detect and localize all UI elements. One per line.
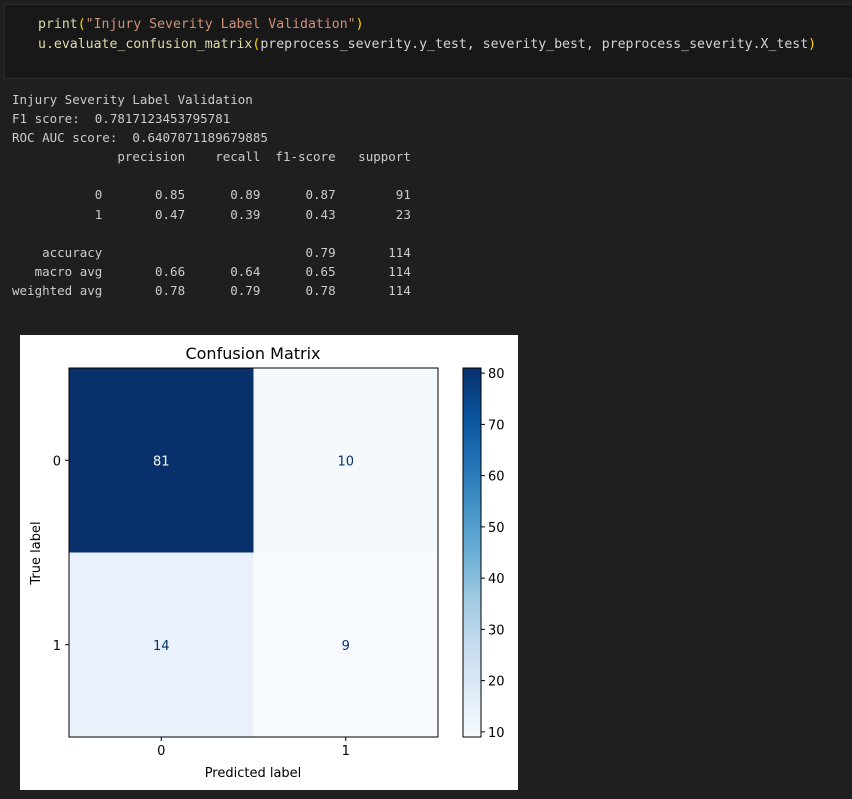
code-string: "Injury Severity Label Validation": [85, 17, 356, 32]
heatmap-cell-value: 9: [342, 639, 350, 654]
heatmap-cell-value: 81: [153, 454, 170, 469]
colorbar-tick-label: 40: [488, 572, 505, 587]
heatmap-cell-value: 10: [337, 454, 354, 469]
confusion-matrix-chart: Confusion Matrix 81 10 14 9 0 1 0 1 Predicted…: [29, 344, 505, 781]
y-tick-label: 1: [53, 639, 61, 654]
y-axis-label: True label: [29, 521, 44, 585]
heatmap-cell: [253, 368, 438, 553]
code-cell[interactable]: print("Injury Severity Label Validation"…: [4, 4, 852, 79]
code-paren: ): [808, 37, 817, 52]
x-tick-label: 1: [342, 744, 350, 759]
colorbar-tick-label: 80: [488, 367, 505, 382]
confusion-matrix-figure: Confusion Matrix 81 10 14 9 0 1 0 1 Predicted…: [20, 335, 518, 790]
code-line-1: print("Injury Severity Label Validation"…: [38, 17, 364, 33]
output-line: 1 0.47 0.39 0.43 23: [12, 206, 411, 222]
output-line: macro avg 0.66 0.64 0.65 114: [12, 263, 411, 279]
colorbar-tick-label: 30: [488, 623, 505, 638]
colorbar: [462, 367, 482, 738]
y-tick-label: 0: [53, 454, 61, 469]
x-tick-label: 0: [157, 744, 165, 759]
code-paren: (: [77, 17, 86, 32]
colorbar-tick-label: 10: [488, 726, 505, 741]
heatmap-cell: [253, 552, 438, 737]
code-print-fn: print: [38, 17, 78, 32]
code-line-2: u.evaluate_confusion_matrix(preprocess_s…: [38, 37, 816, 53]
heatmap-cell-value: 14: [153, 639, 170, 654]
code-paren: (: [252, 37, 261, 52]
heatmap-frame: [68, 367, 439, 738]
output-line: precision recall f1-score support: [12, 149, 411, 165]
code-call: u.evaluate_confusion_matrix: [38, 37, 253, 52]
code-paren: ): [355, 17, 364, 32]
x-axis-label: Predicted label: [205, 766, 302, 781]
colorbar-tick-label: 20: [488, 675, 505, 690]
heatmap-cell: [69, 552, 254, 737]
output-line: accuracy 0.79 114: [12, 244, 411, 260]
output-line: 0 0.85 0.89 0.87 91: [12, 187, 411, 203]
output-line: ROC AUC score: 0.6407071189679885: [12, 130, 268, 146]
colorbar-tick-label: 70: [488, 418, 505, 433]
cell-output-text: Injury Severity Label Validation F1 scor…: [12, 90, 411, 300]
output-line: F1 score: 0.7817123453795781: [12, 111, 231, 127]
code-args: preprocess_severity.y_test, severity_bes…: [260, 37, 809, 52]
output-line: Injury Severity Label Validation: [12, 92, 253, 107]
colorbar-tick-label: 50: [488, 521, 505, 536]
output-line: weighted avg 0.78 0.79 0.78 114: [12, 282, 411, 298]
heatmap-cell: [69, 368, 254, 553]
colorbar-tick-label: 60: [488, 470, 505, 485]
chart-title: Confusion Matrix: [185, 344, 320, 363]
